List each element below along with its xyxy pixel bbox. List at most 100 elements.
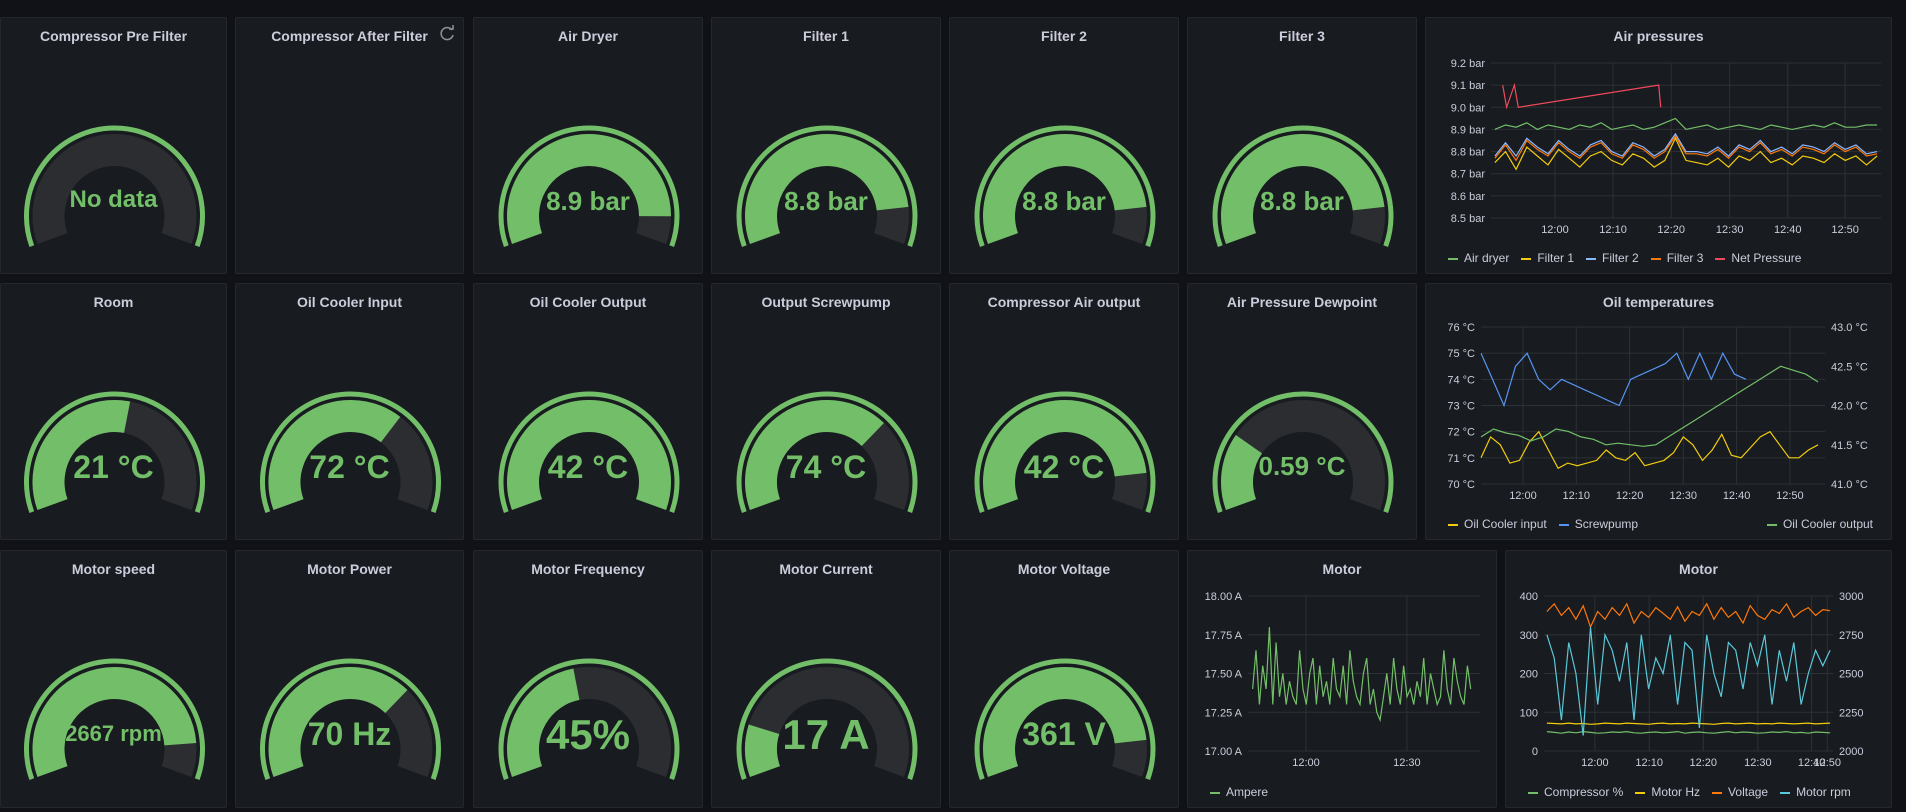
- legend-item[interactable]: Net Pressure: [1715, 251, 1801, 265]
- gauge-panel[interactable]: Filter 2 8.8 bar: [949, 17, 1179, 274]
- y-tick-label: 300: [1520, 630, 1538, 642]
- y-tick-label-right: 3000: [1839, 591, 1863, 603]
- gauge-panel[interactable]: Compressor Air output 42 °C: [949, 283, 1179, 540]
- refresh-icon[interactable]: [437, 24, 457, 44]
- gauge-fill: [983, 134, 1147, 245]
- legend-item[interactable]: Screwpump: [1558, 517, 1638, 531]
- gauge-threshold-arc: [1212, 125, 1394, 247]
- x-tick-label: 12:20: [1689, 757, 1717, 769]
- x-tick-label: 12:30: [1744, 757, 1772, 769]
- y-tick-label-right: 2000: [1839, 746, 1863, 758]
- chart-panel-air-pressures[interactable]: Air pressures 8.5 bar 8.6 bar 8.7 bar 8.8 b…: [1425, 17, 1892, 274]
- gauge-dial: [498, 391, 680, 513]
- chart-panel-motor-ampere[interactable]: Motor 17.00 A 17.25 A 17.50 A 17.75 A 18.00 …: [1187, 550, 1497, 808]
- gauge-panel[interactable]: Motor Current 17 A: [711, 550, 941, 808]
- gauge-value: 8.8 bar: [784, 186, 868, 216]
- gauge-panel[interactable]: Filter 3 8.8 bar: [1187, 17, 1417, 274]
- y-tick-label-right: 42.0 °C: [1831, 401, 1868, 413]
- legend-swatch: [1448, 523, 1458, 526]
- y-tick-label: 9.2 bar: [1451, 58, 1486, 70]
- gauge-value: 8.8 bar: [1022, 186, 1106, 216]
- gauge-panel[interactable]: Air Pressure Dewpoint 0.59 °C: [1187, 283, 1417, 540]
- x-tick-label: 12:10: [1599, 224, 1627, 236]
- gauge-fill: [983, 667, 1147, 778]
- y-tick-label: 76 °C: [1447, 322, 1475, 334]
- gauge-panel[interactable]: Compressor Pre Filter No data: [0, 17, 227, 274]
- gauge-threshold-arc: [974, 658, 1156, 780]
- y-tick-label: 17.50 A: [1205, 669, 1243, 681]
- legend-item[interactable]: Motor Hz: [1635, 785, 1700, 799]
- gauge-panel[interactable]: Motor Power 70 Hz: [235, 550, 464, 808]
- x-tick-label: 12:50: [1831, 224, 1859, 236]
- legend-swatch: [1586, 257, 1597, 260]
- gauge-fill: [268, 667, 408, 778]
- panel-title: Filter 2: [1041, 28, 1087, 44]
- y-tick-label-right: 2500: [1839, 669, 1863, 681]
- gauge-panel[interactable]: Motor Frequency 45%: [473, 550, 703, 808]
- panel-title: Motor speed: [71, 561, 156, 577]
- gauge-dial: [1212, 391, 1394, 513]
- legend-label: Oil Cooler output: [1782, 517, 1873, 531]
- series-line: [1546, 602, 1831, 629]
- gauge-threshold-arc: [260, 391, 441, 513]
- gauge-panel[interactable]: Compressor After Filter: [235, 17, 464, 274]
- gauge-panel[interactable]: Motor speed 2667 rpm: [0, 550, 227, 808]
- gauge-panel[interactable]: Output Screwpump 74 °C: [711, 283, 941, 540]
- chart-legend: Oil Cooler input Screwpump: [1448, 517, 1650, 531]
- x-tick-label: 12:30: [1393, 757, 1421, 769]
- panel-title: Motor Voltage: [1017, 561, 1111, 577]
- gauge-panel[interactable]: Air Dryer 8.9 bar: [473, 17, 703, 274]
- legend-item[interactable]: Filter 3: [1650, 251, 1703, 265]
- gauge-threshold-arc: [260, 658, 441, 780]
- legend-label: Compressor %: [1544, 785, 1624, 799]
- oil-temperatures-chart: 70 °C 71 °C 72 °C 73 °C 74 °C 75 °C 76 °C 41.0 …: [1447, 322, 1868, 502]
- y-tick-label: 70 °C: [1447, 479, 1475, 491]
- legend-swatch: [1712, 791, 1723, 794]
- legend-swatch: [1448, 257, 1458, 260]
- gauge-dial: [736, 658, 918, 780]
- gauge-threshold-arc: [974, 125, 1156, 247]
- panel-title: Compressor After Filter: [271, 28, 428, 44]
- chart-panel-oil-temperatures[interactable]: Oil temperatures 70 °C 71 °C 72 °C 73 °C 74 …: [1425, 283, 1892, 540]
- legend-item[interactable]: Filter 2: [1586, 251, 1639, 265]
- gauge-panel[interactable]: Room 21 °C: [0, 283, 227, 540]
- legend-swatch: [1650, 257, 1661, 260]
- legend-item[interactable]: Compressor %: [1528, 785, 1623, 799]
- gauge-fill: [507, 400, 671, 511]
- y-tick-label: 17.00 A: [1205, 746, 1243, 758]
- legend-item[interactable]: Motor rpm: [1780, 785, 1851, 799]
- legend-swatch: [1210, 791, 1220, 794]
- panel-title: Filter 1: [803, 28, 849, 44]
- gauge-fill: [507, 668, 581, 778]
- chart-legend: Oil Cooler output: [1766, 517, 1885, 531]
- gauge-fill: [32, 667, 197, 778]
- y-tick-label-right: 2250: [1839, 707, 1863, 719]
- gauge-dial: [974, 658, 1156, 780]
- series-line: [1546, 730, 1831, 734]
- gauge-value: 17 A: [782, 711, 870, 758]
- legend-item[interactable]: Air dryer: [1448, 251, 1509, 265]
- gauge-value: 8.9 bar: [546, 186, 630, 216]
- series-line: [1480, 351, 1747, 408]
- legend-item[interactable]: Filter 1: [1521, 251, 1574, 265]
- x-tick-label: 12:50: [1813, 757, 1841, 769]
- legend-label: Voltage: [1728, 785, 1769, 799]
- legend-item[interactable]: Oil Cooler output: [1766, 517, 1873, 531]
- legend-item[interactable]: Ampere: [1210, 785, 1268, 799]
- y-tick-label: 8.6 bar: [1451, 191, 1486, 203]
- legend-item[interactable]: Oil Cooler input: [1448, 517, 1547, 531]
- gauge-panel[interactable]: Oil Cooler Output 42 °C: [473, 283, 703, 540]
- gauge-panel[interactable]: Filter 1 8.8 bar: [711, 17, 941, 274]
- chart-panel-motor[interactable]: Motor 0 100 200 300 400 2000 2250 2500 2750 3000 1…: [1505, 550, 1892, 808]
- gauge-panel[interactable]: Oil Cooler Input 72 °C: [235, 283, 464, 540]
- gauge-track: [32, 134, 197, 245]
- gauge-panel[interactable]: Motor Voltage 361 V: [949, 550, 1179, 808]
- gauge-threshold-arc: [736, 391, 918, 513]
- panel-title: Room: [93, 294, 134, 310]
- series-line: [1494, 134, 1878, 162]
- panel-title: Motor Current: [779, 561, 873, 577]
- x-tick-label: 12:00: [1509, 490, 1537, 502]
- legend-item[interactable]: Voltage: [1712, 785, 1768, 799]
- legend-swatch: [1528, 791, 1538, 794]
- series-line: [1494, 117, 1878, 131]
